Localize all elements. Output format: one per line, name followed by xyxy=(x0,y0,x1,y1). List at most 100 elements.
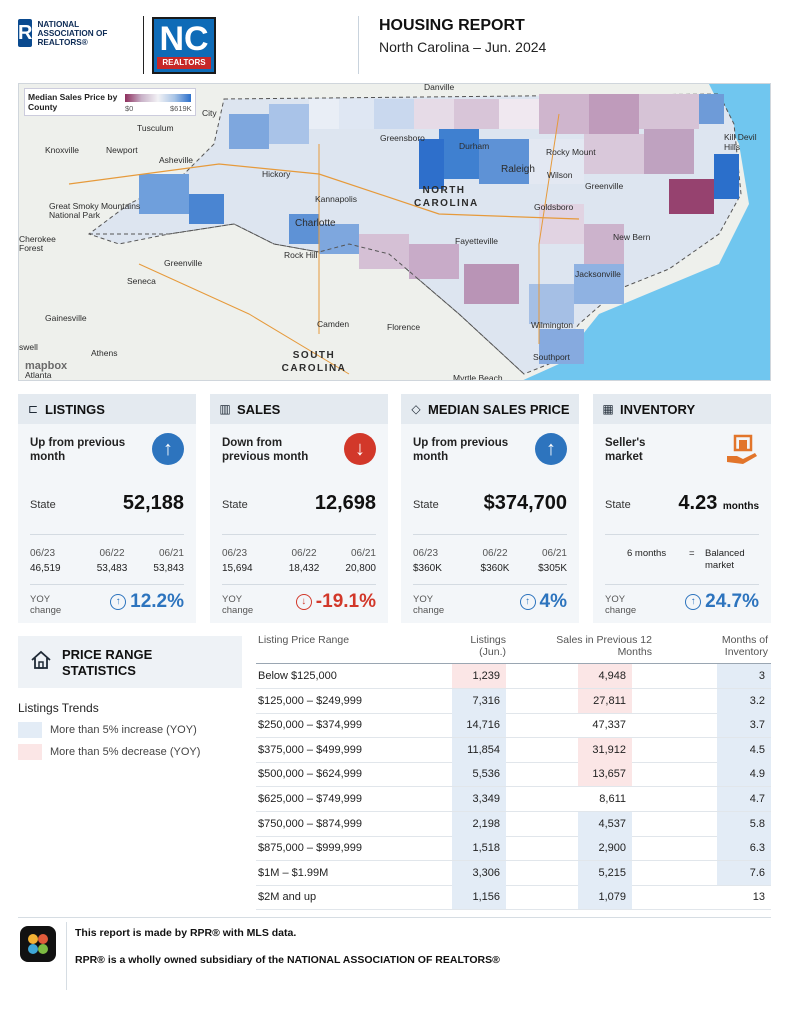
legend-gradient xyxy=(125,94,191,102)
listings-trends-title: Listings Trends xyxy=(18,701,99,715)
house-icon xyxy=(31,650,51,669)
divider xyxy=(413,584,567,585)
header-divider xyxy=(358,16,359,74)
map-label: Athens xyxy=(91,348,118,358)
cell-listings: 1,518 xyxy=(452,836,506,861)
table-row: $375,000 – $499,999 11,854 31,912 4.5 xyxy=(256,737,771,763)
legend-decrease: More than 5% decrease (YOY) xyxy=(18,744,238,760)
divider xyxy=(30,534,184,535)
yoy-value: ↑ 24.7% xyxy=(685,591,759,613)
legend-title: Median Sales Price by County xyxy=(28,92,118,112)
cell-sales: 5,215 xyxy=(578,860,632,885)
map-label: Tusculum xyxy=(137,123,174,133)
cell-listings: 14,716 xyxy=(452,713,506,738)
swatch-blue xyxy=(18,722,42,738)
divider xyxy=(222,584,376,585)
nar-logo-text: NATIONAL ASSOCIATION OF REALTORS® xyxy=(37,19,108,47)
cell-listings: 3,306 xyxy=(452,860,506,885)
cell-range: $750,000 – $874,999 xyxy=(258,817,362,830)
trend-text: Down from previous month xyxy=(222,437,309,463)
map-label: swell xyxy=(19,342,38,352)
state-label: State xyxy=(30,499,56,511)
report-subtitle: North Carolina – Jun. 2024 xyxy=(379,39,547,55)
cell-range: $375,000 – $499,999 xyxy=(258,743,362,756)
trend-text: Seller's market xyxy=(605,437,646,463)
legend-max: $619K xyxy=(170,104,192,113)
cell-range: $1M – $1.99M xyxy=(258,866,329,879)
history-item: 06/22 53,483 xyxy=(96,548,128,574)
footer-rule xyxy=(18,917,771,918)
nc-logo-sub: REALTORS xyxy=(157,57,211,69)
map-label: Southport xyxy=(533,352,570,362)
cell-months-inventory: 7.6 xyxy=(717,860,771,885)
card-header: ▦ INVENTORY xyxy=(593,394,771,424)
card-listings: ⊏ LISTINGS Up from previous month ↑ Stat… xyxy=(18,394,196,623)
footer-divider xyxy=(66,922,67,990)
map-label: Camden xyxy=(317,319,350,329)
map-label: Hickory xyxy=(262,169,291,179)
history-item: 06/22 $360K xyxy=(480,548,510,574)
cell-range: $250,000 – $374,999 xyxy=(258,719,362,732)
legend-min: $0 xyxy=(125,104,134,113)
map-label: Gainesville xyxy=(45,313,87,323)
cell-sales: 47,337 xyxy=(592,719,626,732)
cell-sales: 13,657 xyxy=(578,762,632,787)
divider xyxy=(30,584,184,585)
map-label: Seneca xyxy=(127,276,156,286)
cell-listings: 7,316 xyxy=(452,688,506,713)
cell-sales: 2,900 xyxy=(578,836,632,861)
arrow-up-icon: ↑ xyxy=(152,433,184,465)
price-range-header: PRICE RANGE STATISTICS xyxy=(18,636,242,688)
state-label: State xyxy=(413,499,439,511)
history-item: 06/23 46,519 xyxy=(30,548,61,574)
yoy-label: YOY change xyxy=(30,594,62,616)
cell-months-inventory: 6.3 xyxy=(717,836,771,861)
history-item: 06/22 18,432 xyxy=(288,548,320,574)
state-label-nc: NORTH CAROLINA xyxy=(414,185,479,209)
table-row: $250,000 – $374,999 14,716 47,337 3.7 xyxy=(256,713,771,739)
table-row: $2M and up 1,156 1,079 13 xyxy=(256,885,771,911)
yoy-value: ↓ -19.1% xyxy=(295,591,376,613)
yoy-value: ↑ 12.2% xyxy=(110,591,184,613)
bar-chart-icon: ▥ xyxy=(219,402,231,416)
cell-range: $875,000 – $999,999 xyxy=(258,842,362,855)
yoy-value: ↑ 4% xyxy=(519,591,567,613)
state-label-sc: SOUTH CAROLINA xyxy=(281,350,347,374)
card-header: ◇ MEDIAN SALES PRICE xyxy=(401,394,579,424)
cell-months-inventory: 3 xyxy=(717,664,771,688)
state-label: State xyxy=(222,499,248,511)
map-label: Jacksonville xyxy=(575,269,621,279)
cell-months-inventory: 3.7 xyxy=(717,713,771,738)
map-label: Danville xyxy=(424,83,455,92)
table-row: $875,000 – $999,999 1,518 2,900 6.3 xyxy=(256,836,771,862)
arrow-up-icon: ↑ xyxy=(110,594,127,610)
table-row: $500,000 – $624,999 5,536 13,657 4.9 xyxy=(256,762,771,788)
map-label: Cherokee Forest xyxy=(19,234,56,253)
header-divider xyxy=(143,16,144,74)
arrow-down-icon: ↓ xyxy=(344,433,376,465)
yoy-label: YOY change xyxy=(413,594,445,616)
col-header-moi: Months of Inventory xyxy=(721,634,768,658)
map-label: Kannapolis xyxy=(315,194,358,204)
yoy-label: YOY change xyxy=(222,594,254,616)
arrow-up-icon: ↑ xyxy=(519,594,536,610)
col-header-listings: Listings (Jun.) xyxy=(470,634,506,658)
map-label: Goldsboro xyxy=(534,202,574,212)
map-label: New Bern xyxy=(613,232,651,242)
card-title: SALES xyxy=(237,402,281,417)
sign-icon: ⊏ xyxy=(27,402,39,416)
county-price-map[interactable]: Median Sales Price by County $0 $619K Da… xyxy=(18,83,771,381)
cell-listings: 1,239 xyxy=(452,664,506,688)
card-inventory: ▦ INVENTORY Seller's market State 4.23 m… xyxy=(593,394,771,623)
map-legend: Median Sales Price by County $0 $619K xyxy=(24,88,196,116)
map-label: Greenville xyxy=(164,258,203,268)
nc-logo-text: NC xyxy=(159,20,209,58)
mapbox-logo[interactable]: mapbox xyxy=(25,360,68,372)
history-item: 06/23 15,694 xyxy=(222,548,253,574)
history-item: 06/23 $360K xyxy=(413,548,442,574)
nar-logo: R NATIONAL ASSOCIATION OF REALTORS® xyxy=(18,18,136,48)
map-label: City xyxy=(202,108,217,118)
price-range-title: PRICE RANGE STATISTICS xyxy=(62,647,153,678)
cell-months-inventory: 13 xyxy=(752,891,765,904)
calendar-icon: ▦ xyxy=(602,402,614,416)
